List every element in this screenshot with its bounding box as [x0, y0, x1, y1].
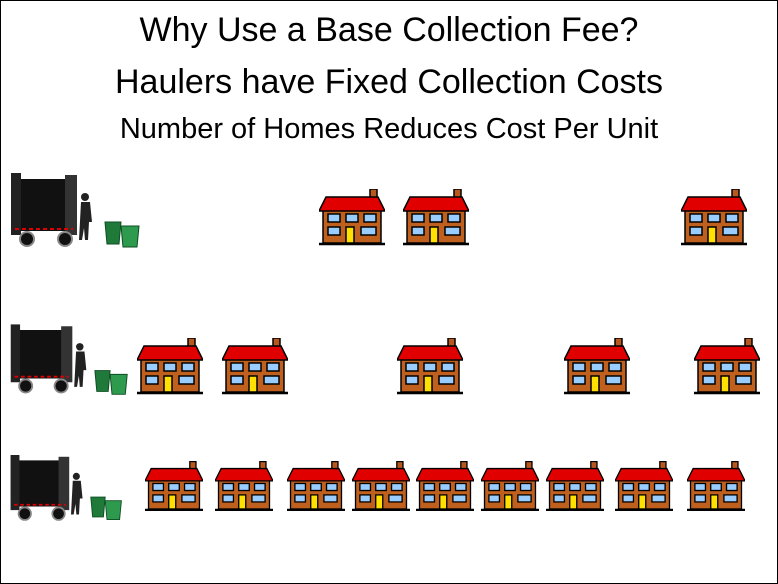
slide: Why Use a Base Collection Fee? Haulers h… — [0, 0, 778, 584]
row-some-homes — [11, 324, 760, 394]
title: Why Use a Base Collection Fee? — [1, 11, 777, 50]
row-few-homes — [11, 173, 747, 247]
row-many-homes — [11, 455, 745, 520]
subtitle: Haulers have Fixed Collection Costs — [1, 63, 777, 102]
caption: Number of Homes Reduces Cost Per Unit — [1, 113, 777, 146]
